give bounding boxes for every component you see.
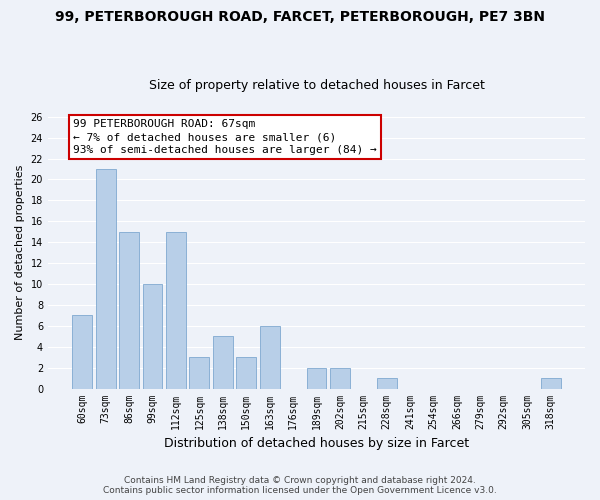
Bar [213, 336, 233, 388]
Text: 99, PETERBOROUGH ROAD, FARCET, PETERBOROUGH, PE7 3BN: 99, PETERBOROUGH ROAD, FARCET, PETERBORO… [55, 10, 545, 24]
Bar [260, 326, 280, 388]
Bar [73, 316, 92, 388]
Bar [190, 357, 209, 388]
Y-axis label: Number of detached properties: Number of detached properties [15, 165, 25, 340]
Bar [236, 357, 256, 388]
Bar [541, 378, 560, 388]
Bar [166, 232, 186, 388]
Text: Contains HM Land Registry data © Crown copyright and database right 2024.
Contai: Contains HM Land Registry data © Crown c… [103, 476, 497, 495]
Bar [119, 232, 139, 388]
Bar [307, 368, 326, 388]
Bar [377, 378, 397, 388]
X-axis label: Distribution of detached houses by size in Farcet: Distribution of detached houses by size … [164, 437, 469, 450]
Title: Size of property relative to detached houses in Farcet: Size of property relative to detached ho… [149, 79, 484, 92]
Bar [143, 284, 163, 389]
Bar [96, 169, 116, 388]
Text: 99 PETERBOROUGH ROAD: 67sqm
← 7% of detached houses are smaller (6)
93% of semi-: 99 PETERBOROUGH ROAD: 67sqm ← 7% of deta… [73, 119, 377, 156]
Bar [330, 368, 350, 388]
